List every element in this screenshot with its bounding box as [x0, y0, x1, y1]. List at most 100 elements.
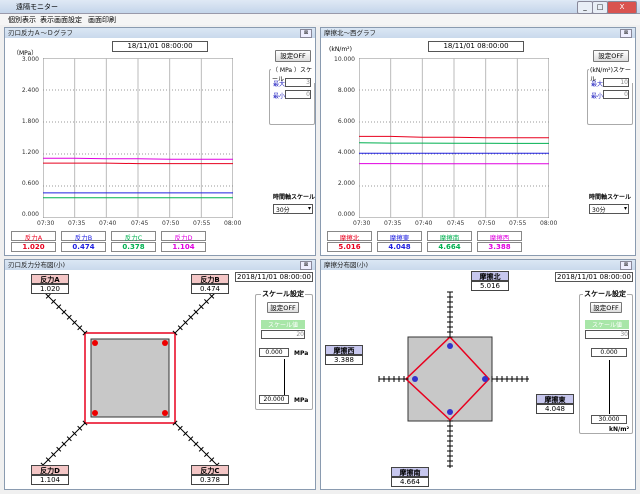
- scale-max-input[interactable]: 30.000: [591, 415, 627, 424]
- min-input[interactable]: 0: [285, 90, 311, 99]
- setting-off-button[interactable]: 設定OFF: [275, 50, 311, 62]
- y-tick: 10.000: [334, 56, 355, 63]
- maximize-button[interactable]: □: [592, 1, 608, 14]
- scale-top-input[interactable]: 30: [585, 330, 629, 339]
- series-line-4: [43, 157, 233, 160]
- friction-south-label: 摩擦南: [391, 467, 429, 477]
- menu-item-print[interactable]: 画面印刷: [88, 16, 116, 24]
- load-d-value: 1.104: [31, 475, 69, 485]
- unit-label: kN/m²: [609, 426, 630, 433]
- chevron-down-icon: ▾: [623, 205, 627, 212]
- setting-off-button[interactable]: 設定OFF: [590, 302, 622, 313]
- panel-close-button[interactable]: ⊠: [300, 261, 312, 270]
- friction-west-value: 3.388: [325, 355, 363, 365]
- scale-top-input[interactable]: 20: [261, 330, 305, 339]
- y-tick: 4.000: [337, 149, 355, 156]
- friction-north-label: 摩擦北: [471, 271, 509, 281]
- axis-tick: [66, 436, 72, 442]
- menu-item-display-settings[interactable]: 表示画面設定: [40, 16, 82, 24]
- scale-min-input[interactable]: 0.000: [259, 348, 289, 357]
- max-input[interactable]: 10: [603, 78, 629, 87]
- sensor-d: [92, 410, 98, 416]
- legend-label-west: 摩擦西: [477, 231, 522, 242]
- legend-value-east: 4.048: [377, 242, 422, 252]
- x-tick: 07:30: [37, 220, 55, 227]
- timestamp: 18/11/01 08:00:00: [428, 41, 524, 52]
- close-button[interactable]: X: [607, 1, 637, 14]
- axis-tick: [45, 293, 51, 299]
- time-scale-value: 30分: [592, 207, 606, 214]
- x-tick: 07:40: [99, 220, 117, 227]
- legend-label-south: 摩擦南: [427, 231, 472, 242]
- friction-east-label: 摩擦東: [536, 394, 574, 404]
- panel-close-button[interactable]: ⊠: [620, 261, 632, 270]
- panel-title: 摩擦分布図(小): [321, 260, 635, 270]
- minimize-button[interactable]: _: [577, 1, 593, 14]
- y-unit-label: （MPa）: [13, 50, 38, 57]
- y-tick: 0.000: [21, 211, 39, 218]
- axis-tick: [204, 299, 209, 304]
- x-tick: 08:00: [224, 220, 242, 227]
- axis-tick: [183, 431, 188, 436]
- axis-tick: [172, 330, 178, 336]
- time-scale-select[interactable]: 30分 ▾: [589, 204, 629, 214]
- load-c-label: 反力C: [191, 465, 229, 475]
- axis-tick: [56, 304, 62, 310]
- scale-axis: [284, 359, 285, 395]
- max-input[interactable]: 3: [285, 78, 311, 87]
- y-tick: 0.600: [21, 180, 39, 187]
- friction-distribution-diagram: [378, 291, 529, 468]
- min-label: 最小: [591, 93, 604, 100]
- sensor-south: [447, 409, 453, 415]
- scale-settings-title: スケール設定: [261, 289, 305, 299]
- y-tick: 2.400: [21, 87, 39, 94]
- legend-value-north: 5.016: [327, 242, 372, 252]
- load-c-value: 0.378: [191, 475, 229, 485]
- menubar: 個別表示 表示画面設定 画面印刷: [0, 14, 640, 25]
- shaft-square: [407, 336, 493, 422]
- time-scale-select[interactable]: 30分 ▾: [273, 204, 313, 214]
- sensor-west: [412, 376, 418, 382]
- time-scale-value: 30分: [276, 207, 290, 214]
- sensor-a: [92, 340, 98, 346]
- legend-value-west: 3.388: [477, 242, 522, 252]
- max-label: 最大: [273, 81, 286, 88]
- friction-distribution-panel: 摩擦分布図(小) ⊠ 2018/11/01 08:00:00 摩擦北 5.016…: [320, 259, 636, 490]
- setting-off-button[interactable]: 設定OFF: [267, 302, 299, 313]
- min-label: 最小: [273, 93, 286, 100]
- y-tick: 3.000: [21, 56, 39, 63]
- timestamp: 2018/11/01 08:00:00: [555, 272, 633, 282]
- friction-boundary-diamond: [404, 335, 491, 422]
- legend-value-a: 1.020: [11, 242, 56, 252]
- axis-tick: [72, 320, 77, 325]
- panel-close-button[interactable]: ⊠: [620, 29, 632, 38]
- series-line-1: [359, 135, 549, 139]
- load-a-label: 反力A: [31, 274, 69, 284]
- chevron-down-icon: ▾: [307, 205, 311, 212]
- axis-tick: [82, 330, 88, 336]
- panel-close-button[interactable]: ⊠: [300, 29, 312, 38]
- min-input[interactable]: 0: [603, 90, 629, 99]
- x-tick: 07:35: [68, 220, 86, 227]
- load-distribution-panel: 刃口反力分布図(小) ⊠ 2018/11/01 08:00:00 反力A 1.0…: [4, 259, 316, 490]
- scale-max-input[interactable]: 20.000: [259, 395, 289, 404]
- time-scale-label: 時間軸スケール: [589, 194, 632, 201]
- timestamp: 18/11/01 08:00:00: [112, 41, 208, 52]
- x-tick: 07:30: [353, 220, 371, 227]
- legend-label-b: 反力B: [61, 231, 106, 242]
- scale-value-label: スケール値: [261, 320, 305, 329]
- x-tick: 07:45: [131, 220, 149, 227]
- max-label: 最大: [591, 81, 604, 88]
- axis-tick: [193, 441, 199, 447]
- scale-settings-title: スケール設定: [583, 289, 627, 299]
- legend-label-north: 摩擦北: [327, 231, 372, 242]
- scale-value-label: スケール値: [585, 320, 629, 329]
- axis-tick: [56, 446, 62, 452]
- axis-tick: [209, 293, 215, 299]
- setting-off-button[interactable]: 設定OFF: [593, 50, 629, 62]
- scale-min-input[interactable]: 0.000: [591, 348, 627, 357]
- menu-item-individual[interactable]: 個別表示: [8, 16, 36, 24]
- axis-tick: [172, 420, 178, 426]
- legend-label-east: 摩擦東: [377, 231, 422, 242]
- load-line-chart: [43, 58, 233, 218]
